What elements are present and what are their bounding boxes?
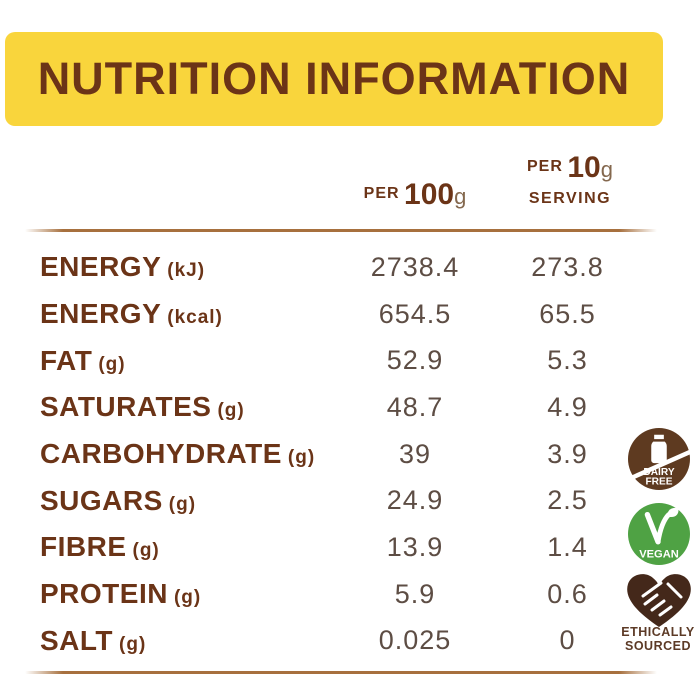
value-per-serving: 273.8 bbox=[531, 251, 604, 282]
value-per-100g: 0.025 bbox=[378, 625, 452, 656]
nutrient-unit: (g) bbox=[132, 540, 160, 562]
table-row: PROTEIN (g) 5.9 0.6 bbox=[40, 571, 640, 618]
nutrient-name: PROTEIN bbox=[40, 578, 168, 610]
column-header-per-serving: PER 10g SERVING bbox=[495, 153, 645, 211]
serving-label: SERVING bbox=[528, 190, 612, 207]
nutrition-table: ENERGY (kJ) 2738.4 273.8 ENERGY (kcal) 654… bbox=[40, 244, 640, 664]
table-row: FAT (g) 52.9 5.3 bbox=[40, 337, 640, 384]
ethically-sourced-badge bbox=[621, 570, 697, 628]
nutrient-unit: (kJ) bbox=[167, 260, 206, 282]
per-label: PER bbox=[527, 158, 563, 175]
header-divider-line bbox=[25, 229, 657, 232]
value-per-100g: 654.5 bbox=[378, 298, 452, 329]
svg-text:FREE: FREE bbox=[645, 477, 672, 488]
value-per-serving: 5.3 bbox=[547, 345, 588, 376]
table-row: ENERGY (kcal) 654.5 65.5 bbox=[40, 291, 640, 338]
table-row: CARBOHYDRATE (g) 39 3.9 bbox=[40, 431, 640, 478]
value-per-100g: 24.9 bbox=[386, 485, 444, 516]
page-title: NUTRITION INFORMATION bbox=[37, 53, 631, 104]
nutrient-name: ENERGY bbox=[40, 251, 162, 283]
unit-label: g bbox=[600, 157, 613, 182]
svg-text:VEGAN: VEGAN bbox=[639, 548, 679, 560]
per-label: PER bbox=[363, 185, 400, 202]
value-per-serving: 0.6 bbox=[547, 578, 588, 609]
footer-divider-line bbox=[25, 671, 657, 674]
nutrient-name: ENERGY bbox=[40, 298, 162, 329]
dairy-free-badge: DAIRY FREE bbox=[625, 428, 698, 490]
nutrient-name: SATURATES bbox=[40, 391, 212, 423]
nutrient-unit: (g) bbox=[173, 587, 202, 609]
svg-text:DAIRY: DAIRY bbox=[643, 467, 674, 478]
nutrient-unit: (g) bbox=[168, 493, 197, 515]
value-per-serving: 1.4 bbox=[547, 531, 588, 562]
value-per-serving: 4.9 bbox=[547, 391, 588, 422]
nutrient-unit: (g) bbox=[217, 400, 245, 422]
table-row: SATURATES (g) 48.7 4.9 bbox=[40, 384, 640, 431]
nutrient-name: SUGARS bbox=[40, 484, 163, 516]
nutrient-name: FAT bbox=[40, 344, 93, 376]
value-per-serving: 2.5 bbox=[547, 485, 588, 516]
title-banner: NUTRITION INFORMATION bbox=[5, 32, 663, 126]
table-row: ENERGY (kJ) 2738.4 273.8 bbox=[40, 244, 640, 291]
table-row: SALT (g) 0.025 0 bbox=[40, 617, 640, 664]
value-per-serving: 3.9 bbox=[547, 438, 588, 469]
value-per-100g: 13.9 bbox=[386, 531, 444, 562]
table-row: FIBRE (g) 13.9 1.4 bbox=[40, 524, 640, 571]
heart-handshake-icon bbox=[627, 574, 691, 627]
nutrient-name: SALT bbox=[40, 624, 114, 656]
nutrient-name: CARBOHYDRATE bbox=[40, 438, 282, 470]
dairy-free-icon: DAIRY FREE bbox=[625, 428, 698, 490]
amount-label: 10 bbox=[567, 151, 601, 184]
ethically-line: ETHICALLY bbox=[621, 625, 695, 639]
nutrient-unit: (g) bbox=[119, 633, 147, 655]
ethically-sourced-label: ETHICALLY SOURCED bbox=[608, 625, 700, 653]
value-per-100g: 5.9 bbox=[394, 578, 436, 609]
vegan-icon: VEGAN bbox=[628, 503, 690, 565]
value-per-100g: 52.9 bbox=[386, 345, 444, 376]
unit-label: g bbox=[454, 184, 467, 209]
sourced-line: SOURCED bbox=[624, 639, 691, 653]
column-header-per-100g: PER 100g bbox=[325, 178, 505, 212]
value-per-serving: 0 bbox=[559, 625, 576, 656]
nutrient-unit: (g) bbox=[98, 353, 126, 375]
amount-label: 100 bbox=[404, 178, 455, 211]
vegan-badge: VEGAN bbox=[628, 503, 690, 565]
value-per-serving: 65.5 bbox=[539, 298, 596, 329]
nutrient-unit: (kcal) bbox=[167, 307, 223, 328]
table-row: SUGARS (g) 24.9 2.5 bbox=[40, 477, 640, 524]
value-per-100g: 48.7 bbox=[386, 391, 444, 422]
value-per-100g: 2738.4 bbox=[370, 251, 460, 282]
nutrient-name: FIBRE bbox=[40, 531, 127, 563]
nutrient-unit: (g) bbox=[287, 447, 316, 469]
value-per-100g: 39 bbox=[398, 438, 432, 469]
